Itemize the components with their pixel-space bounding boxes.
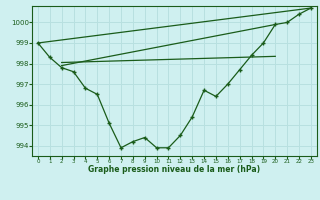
X-axis label: Graphe pression niveau de la mer (hPa): Graphe pression niveau de la mer (hPa) (88, 165, 260, 174)
